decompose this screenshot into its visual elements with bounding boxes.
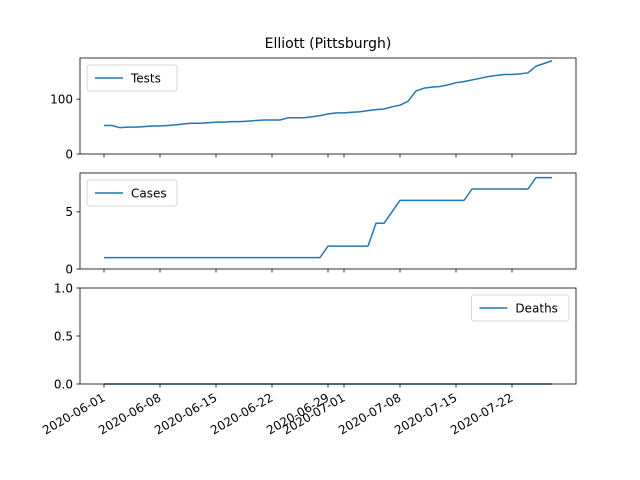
y-tick-label: 0.0	[54, 377, 73, 391]
x-tick-label: 2020-06-22	[208, 390, 275, 437]
y-tick-label: 0	[65, 147, 73, 161]
legend: Cases	[86, 179, 178, 207]
series-line-cases	[104, 176, 552, 259]
y-tick-label: 100	[50, 92, 73, 106]
x-tick-label: 2020-06-15	[152, 390, 219, 437]
x-tick-label: 2020-07-22	[448, 390, 515, 437]
legend-box	[86, 179, 178, 207]
chart-title: Elliott (Pittsburgh)	[265, 36, 392, 52]
legend: Deaths	[470, 294, 570, 322]
y-tick-label: 0.5	[54, 329, 73, 343]
y-tick-label: 1.0	[54, 281, 73, 295]
legend-box	[470, 294, 570, 322]
y-tick-label: 0	[65, 262, 73, 276]
subplot-cases: 0 5 Cases	[65, 172, 577, 276]
subplot-deaths: 0.0 0.5 1.0 Deaths	[54, 281, 577, 391]
x-axis-ticks: 2020-06-012020-06-082020-06-152020-06-22…	[40, 390, 515, 437]
x-tick-label: 2020-06-01	[40, 390, 107, 437]
legend-box	[86, 64, 178, 92]
y-tick-label: 5	[65, 205, 73, 219]
legend-label: Tests	[130, 71, 161, 85]
subplots: 0 100 Tests 0 5 Cases 0.0 0.5 1.0 Deaths	[50, 57, 577, 391]
legend-label: Cases	[131, 186, 167, 200]
x-tick-label: 2020-07-15	[392, 390, 459, 437]
legend: Tests	[86, 64, 178, 92]
subplot-tests: 0 100 Tests	[50, 57, 577, 161]
series-line-tests	[104, 60, 553, 129]
x-tick-label: 2020-06-08	[96, 390, 163, 437]
x-tick-label: 2020-07-08	[336, 390, 403, 437]
legend-label: Deaths	[515, 301, 558, 315]
